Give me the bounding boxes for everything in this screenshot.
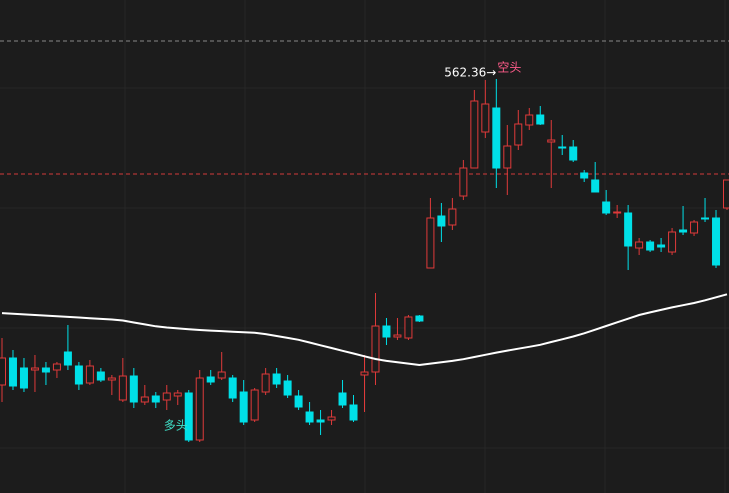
candle-body	[371, 325, 380, 373]
candle-body	[690, 221, 699, 234]
candle-body	[206, 376, 215, 383]
candle-body	[261, 373, 270, 393]
candle-body	[569, 146, 578, 161]
candle-body	[503, 145, 512, 169]
candle-body	[217, 371, 226, 379]
max-label: 562.36→	[444, 66, 496, 80]
candle-body	[96, 371, 105, 381]
candle-body	[701, 217, 710, 220]
candle-body	[239, 391, 248, 423]
moving-average	[1, 293, 728, 367]
candle-body	[613, 211, 622, 214]
candle-body	[52, 363, 61, 371]
candle-body	[349, 404, 358, 421]
candle-body	[591, 179, 600, 193]
candle-body	[272, 373, 281, 385]
candle-body	[63, 351, 72, 366]
candle-body	[492, 107, 501, 169]
candle-body	[426, 217, 435, 269]
candle-body	[118, 375, 127, 401]
candle-body	[0, 357, 6, 386]
candle-body	[173, 392, 182, 397]
candle-body	[602, 201, 611, 214]
candle-body	[305, 411, 314, 423]
candle-body	[250, 389, 259, 421]
candle-body	[195, 377, 204, 441]
candle-body	[448, 208, 457, 226]
candle-body	[151, 395, 160, 403]
candle-body	[635, 241, 644, 249]
candle-body	[415, 315, 424, 322]
candle-body	[536, 114, 545, 125]
candle-body	[140, 396, 149, 403]
candle-body	[679, 229, 688, 233]
candle-body	[30, 367, 39, 371]
candle-body	[162, 392, 171, 401]
candle-body	[668, 231, 677, 253]
candle-body	[404, 316, 413, 339]
candle-body	[712, 217, 721, 266]
candle-body	[19, 367, 28, 389]
candle-body	[74, 365, 83, 385]
candle-body	[470, 100, 479, 169]
candle-body	[580, 172, 589, 179]
candle-body	[129, 375, 138, 403]
candle-body	[437, 215, 446, 227]
bull-label: 多头	[164, 419, 188, 433]
candle-body	[657, 244, 666, 248]
candle-body	[283, 380, 292, 396]
candle-body	[294, 395, 303, 408]
candle-body	[316, 419, 325, 423]
candle-body	[624, 212, 633, 247]
candle-body	[327, 416, 336, 421]
candle-body	[558, 146, 567, 149]
candle-body	[8, 357, 17, 387]
candle-body	[547, 139, 556, 143]
bear-label: 空头	[497, 61, 521, 75]
candle-body	[514, 123, 523, 146]
candle-body	[184, 392, 193, 441]
candle-body	[646, 241, 655, 251]
candle-body	[228, 377, 237, 399]
candle-body	[382, 325, 391, 338]
candle-body	[107, 377, 116, 381]
candle-body	[85, 365, 94, 384]
candle-body	[723, 179, 729, 209]
candle-body	[41, 367, 50, 373]
candle-body	[360, 371, 369, 376]
candle-body	[459, 167, 468, 197]
candle-body	[525, 114, 534, 126]
candle-body	[338, 392, 347, 406]
candle-body	[481, 103, 490, 133]
candle-body	[393, 334, 402, 338]
